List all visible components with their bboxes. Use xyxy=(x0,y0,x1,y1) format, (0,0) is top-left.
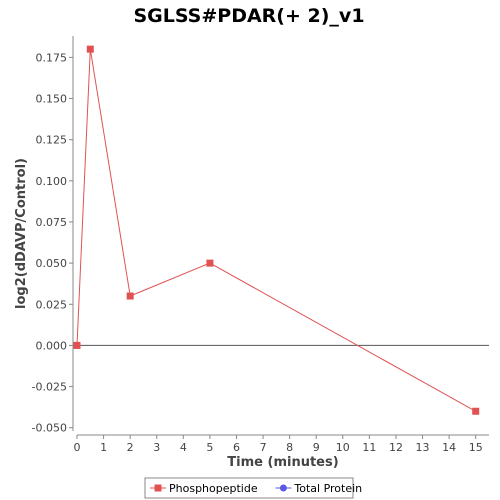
series-layer xyxy=(73,45,480,415)
x-tick-label: 8 xyxy=(286,441,293,454)
legend-items: Phosphopeptide Total Protein xyxy=(150,482,362,495)
x-tick-label: 14 xyxy=(442,441,456,454)
x-tick-label: 0 xyxy=(74,441,81,454)
y-tick-label: 0.150 xyxy=(36,93,68,106)
legend: Phosphopeptide Total Protein xyxy=(144,477,362,499)
x-tick-label: 13 xyxy=(416,441,430,454)
x-tick-label: 12 xyxy=(389,441,403,454)
x-tick-label: 5 xyxy=(206,441,213,454)
x-tick-label: 4 xyxy=(180,441,187,454)
y-tick-label: 0.100 xyxy=(36,175,68,188)
x-axis-label: Time (minutes) xyxy=(227,455,338,470)
x-tick-label: 1 xyxy=(100,441,107,454)
y-tick-label: -0.025 xyxy=(32,381,67,394)
x-tick-label: 7 xyxy=(260,441,267,454)
x-tick-label: 6 xyxy=(233,441,240,454)
y-axis: -0.050 -0.025 0.000 0.025 0.050 0.075 0.100 0.1… xyxy=(14,36,74,435)
x-tick-label: 3 xyxy=(153,441,160,454)
y-tick-label: 0.025 xyxy=(36,298,68,311)
chart-title: SGLSS#PDAR(+ 2)_v1 xyxy=(133,5,364,27)
plot-background xyxy=(77,36,489,431)
data-point xyxy=(206,259,214,267)
y-tick-label: 0.125 xyxy=(36,134,68,147)
x-axis: 0 1 2 3 4 5 6 7 8 9 10 11 12 13 14 15 Time (minutes) xyxy=(74,434,489,470)
legend-box xyxy=(144,477,354,499)
y-tick-label: 0.000 xyxy=(36,339,68,352)
legend-swatch-marker xyxy=(154,484,162,492)
x-tick-label: 15 xyxy=(469,441,483,454)
legend-label: Total Protein xyxy=(293,482,362,495)
x-tick-label: 9 xyxy=(313,441,320,454)
plot-area xyxy=(77,36,489,431)
data-point xyxy=(86,45,94,53)
x-tick-label: 11 xyxy=(362,441,376,454)
data-point xyxy=(472,407,480,415)
y-ticks: -0.050 -0.025 0.000 0.025 0.050 0.075 0.100 0.1… xyxy=(32,51,73,435)
x-tick-label: 10 xyxy=(336,441,350,454)
y-tick-label: 0.075 xyxy=(36,216,68,229)
y-tick-label: -0.050 xyxy=(32,422,67,435)
x-tick-label: 2 xyxy=(127,441,134,454)
x-ticks: 0 1 2 3 4 5 6 7 8 9 10 11 12 13 14 15 xyxy=(74,435,483,454)
y-tick-label: 0.175 xyxy=(36,51,68,64)
legend-label: Phosphopeptide xyxy=(169,482,258,495)
y-tick-label: 0.050 xyxy=(36,257,68,270)
data-point xyxy=(126,292,134,300)
y-axis-label: log2(dDAVP/Control) xyxy=(14,158,29,309)
legend-swatch-marker xyxy=(279,484,287,492)
data-point xyxy=(73,341,81,349)
